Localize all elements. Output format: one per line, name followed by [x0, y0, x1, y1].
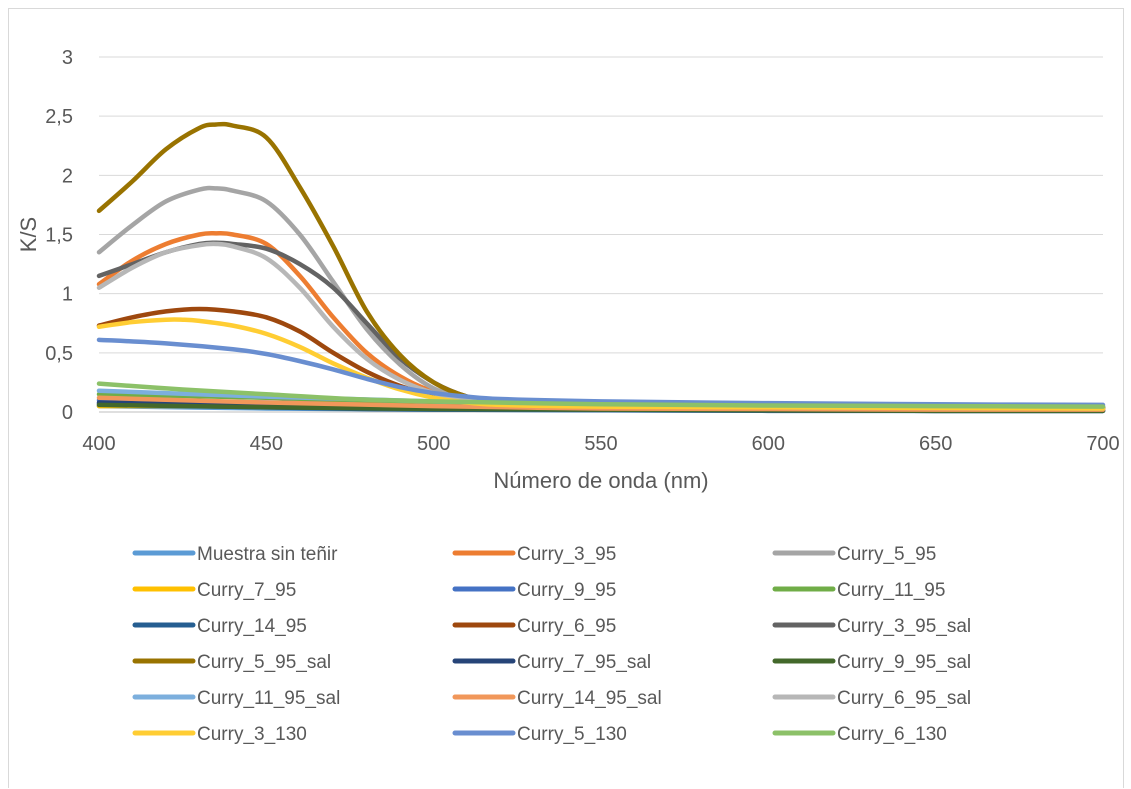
legend-label-curry-6-130: Curry_6_130 [837, 724, 947, 745]
x-tick-label: 450 [250, 433, 283, 455]
legend-label-curry-14-95: Curry_14_95 [197, 616, 307, 637]
legend-label-curry-5-130: Curry_5_130 [517, 724, 627, 745]
x-axis-title: Número de onda (nm) [493, 468, 708, 493]
series-line-curry-5-95-sal [96, 121, 1106, 410]
series-line-curry-3-95-sal [96, 240, 1106, 411]
legend-label-curry-9-95-sal: Curry_9_95_sal [837, 652, 971, 673]
legend-label-curry-5-95: Curry_5_95 [837, 544, 936, 565]
x-tick-label: 700 [1086, 433, 1119, 455]
y-axis-title: K/S [16, 217, 41, 252]
legend-label-curry-7-95-sal: Curry_7_95_sal [517, 652, 651, 673]
legend-label-curry-5-95-sal: Curry_5_95_sal [197, 652, 331, 673]
y-tick-label: 2 [62, 165, 73, 187]
y-tick-label: 3 [62, 47, 73, 69]
legend-label-curry-3-130: Curry_3_130 [197, 724, 307, 745]
series-line-curry-5-95 [96, 185, 1106, 411]
y-tick-label: 0 [62, 402, 73, 424]
legend-label-curry-11-95: Curry_11_95 [837, 580, 945, 601]
legend: Muestra sin teñir Curry_3_95 Curry_5_95 Cur… [132, 544, 971, 745]
legend-label-curry-3-95: Curry_3_95 [517, 544, 616, 565]
legend-label-curry-14-95-sal: Curry_14_95_sal [517, 688, 662, 709]
legend-label-curry-3-95-sal: Curry_3_95_sal [837, 616, 971, 637]
series-lines [96, 121, 1106, 414]
series-line-curry-6-130 [96, 381, 1106, 409]
legend-label-curry-6-95-sal: Curry_6_95_sal [837, 688, 971, 709]
y-tick-label: 1,5 [45, 225, 73, 247]
x-tick-label: 600 [752, 433, 785, 455]
x-tick-label: 650 [919, 433, 952, 455]
x-tick-label: 400 [82, 433, 115, 455]
x-tick-label: 550 [584, 433, 617, 455]
y-tick-label: 0,5 [45, 343, 73, 365]
series-line-curry-3-95 [96, 230, 1106, 411]
y-tick-label: 2,5 [45, 106, 73, 128]
legend-label-curry-9-95: Curry_9_95 [517, 580, 616, 601]
series-line-curry-6-95-sal [96, 241, 1106, 411]
x-tick-label: 500 [417, 433, 450, 455]
legend-label-curry-11-95-sal: Curry_11_95_sal [197, 688, 340, 709]
legend-label-curry-7-95: Curry_7_95 [197, 580, 296, 601]
legend-label-curry-6-95: Curry_6_95 [517, 616, 616, 637]
legend-label-muestra-sin-te-ir: Muestra sin teñir [197, 544, 338, 565]
y-tick-label: 1 [62, 284, 73, 306]
